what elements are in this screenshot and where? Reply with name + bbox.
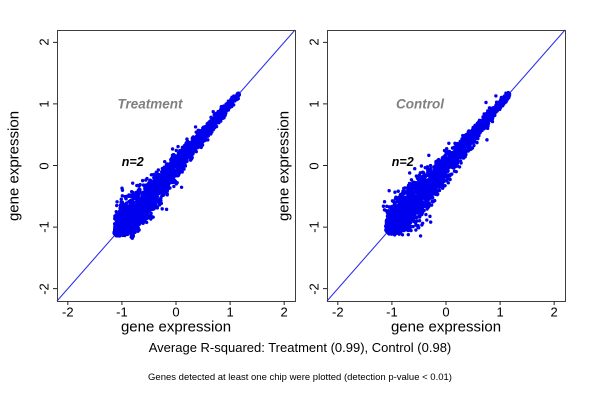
plot-filter-note: Genes detected at least one chip were pl… [148,372,452,383]
r-squared-summary: Average R-squared: Treatment (0.99), Con… [148,340,452,355]
